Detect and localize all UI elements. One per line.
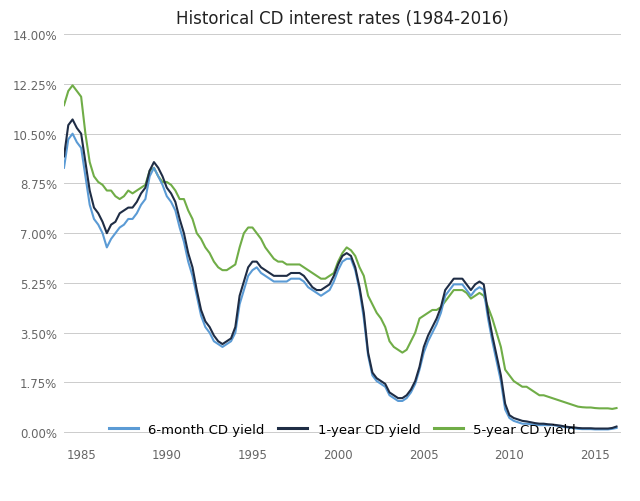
6-month CD yield [214,341,222,347]
Line: 6-month CD yield: 6-month CD yield [64,134,616,429]
Legend: 6-month CD yield, 1-year CD yield, 5-year CD yield: 6-month CD yield, 1-year CD yield, 5-yea… [102,416,582,442]
1-year CD yield [497,373,505,379]
6-month CD yield [68,131,76,137]
5-year CD yield [497,344,505,350]
5-year CD yield [429,307,436,313]
6-month CD yield [429,330,436,336]
5-year CD yield [609,406,616,412]
Line: 5-year CD yield: 5-year CD yield [64,86,616,409]
5-year CD yield [612,405,620,411]
5-year CD yield [300,265,308,271]
1-year CD yield [471,282,479,288]
1-year CD yield [68,117,76,123]
6-month CD yield [300,279,308,285]
1-year CD yield [351,265,359,271]
Title: Historical CD interest rates (1984-2016): Historical CD interest rates (1984-2016) [176,10,509,28]
6-month CD yield [591,426,599,432]
5-year CD yield [471,293,479,299]
5-year CD yield [214,265,222,271]
6-month CD yield [497,378,505,384]
1-year CD yield [214,339,222,345]
1-year CD yield [591,426,599,432]
1-year CD yield [60,154,68,160]
Line: 1-year CD yield: 1-year CD yield [64,120,616,429]
1-year CD yield [300,273,308,279]
5-year CD yield [68,83,76,89]
1-year CD yield [612,424,620,430]
1-year CD yield [429,324,436,330]
5-year CD yield [60,103,68,109]
6-month CD yield [471,288,479,294]
6-month CD yield [60,165,68,171]
6-month CD yield [612,425,620,431]
5-year CD yield [351,254,359,260]
6-month CD yield [351,268,359,274]
